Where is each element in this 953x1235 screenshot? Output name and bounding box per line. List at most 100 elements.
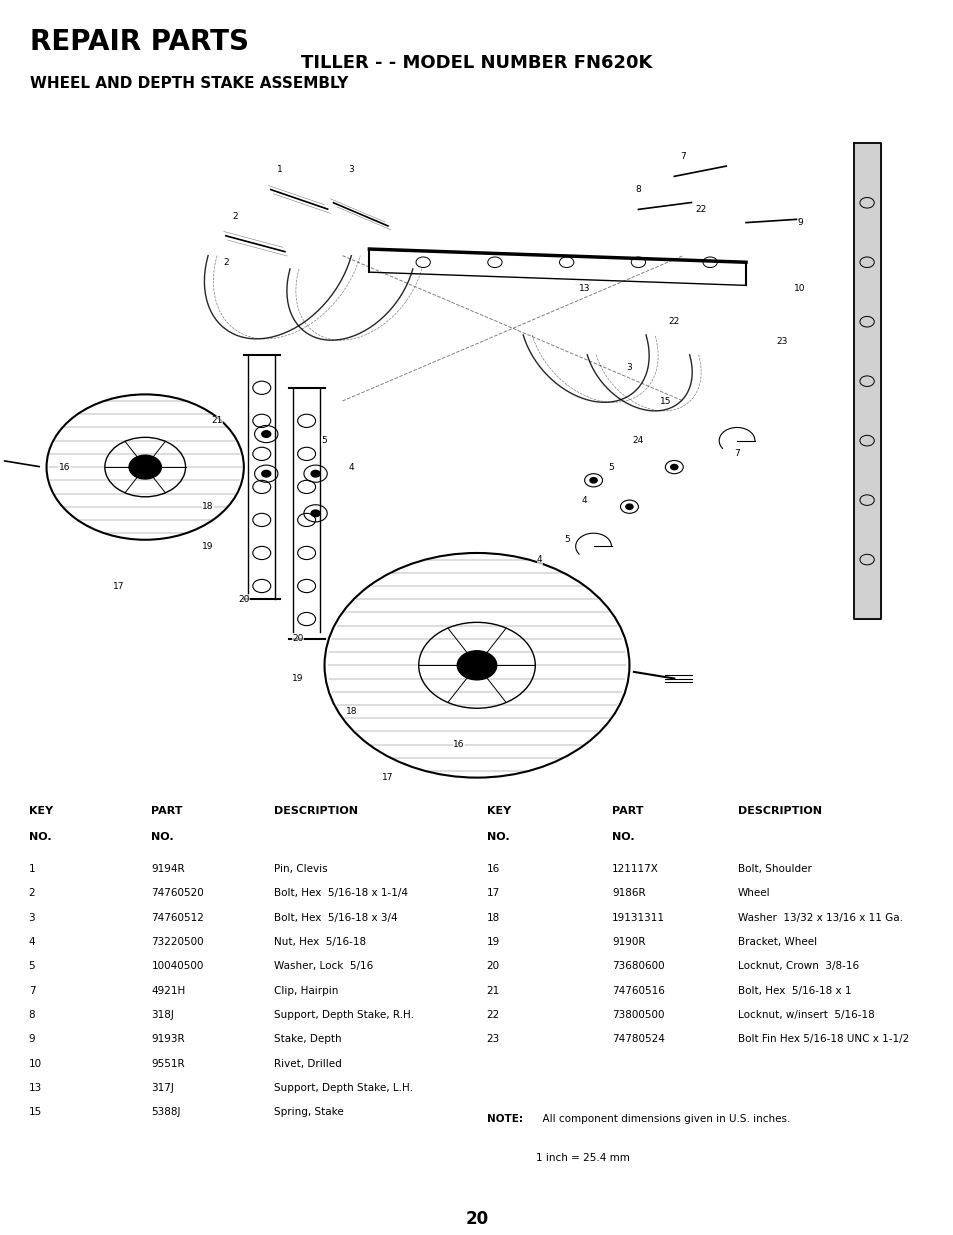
Polygon shape bbox=[853, 143, 880, 619]
Text: Bolt, Hex  5/16-18 x 1: Bolt, Hex 5/16-18 x 1 bbox=[737, 986, 850, 995]
Text: 20: 20 bbox=[465, 1210, 488, 1228]
Text: Spring, Stake: Spring, Stake bbox=[274, 1107, 344, 1118]
Text: 7: 7 bbox=[29, 986, 35, 995]
Text: 22: 22 bbox=[668, 317, 679, 326]
Text: WHEEL AND DEPTH STAKE ASSEMBLY: WHEEL AND DEPTH STAKE ASSEMBLY bbox=[30, 77, 348, 91]
Text: 23: 23 bbox=[776, 337, 787, 346]
Text: 15: 15 bbox=[659, 396, 670, 405]
Text: Nut, Hex  5/16-18: Nut, Hex 5/16-18 bbox=[274, 937, 366, 947]
Text: Bolt Fin Hex 5/16-18 UNC x 1-1/2: Bolt Fin Hex 5/16-18 UNC x 1-1/2 bbox=[737, 1034, 908, 1045]
Text: 20: 20 bbox=[292, 635, 303, 643]
Text: NO.: NO. bbox=[486, 832, 509, 842]
Text: NOTE:: NOTE: bbox=[486, 1114, 522, 1124]
Text: 17: 17 bbox=[381, 773, 393, 782]
Text: 9190R: 9190R bbox=[612, 937, 645, 947]
Text: 4: 4 bbox=[29, 937, 35, 947]
Text: 18: 18 bbox=[486, 913, 499, 923]
Text: 121117X: 121117X bbox=[612, 864, 659, 874]
Text: 21: 21 bbox=[211, 416, 222, 425]
Text: 4: 4 bbox=[581, 495, 587, 505]
Text: Support, Depth Stake, L.H.: Support, Depth Stake, L.H. bbox=[274, 1083, 413, 1093]
Text: 74760520: 74760520 bbox=[152, 888, 204, 898]
Text: Wheel: Wheel bbox=[737, 888, 769, 898]
Text: 73220500: 73220500 bbox=[152, 937, 204, 947]
Text: 15: 15 bbox=[29, 1107, 42, 1118]
Text: 21: 21 bbox=[486, 986, 499, 995]
Text: 7: 7 bbox=[734, 450, 740, 458]
Circle shape bbox=[625, 504, 633, 509]
Text: 19131311: 19131311 bbox=[612, 913, 664, 923]
Text: 13: 13 bbox=[578, 284, 590, 293]
Text: Bolt, Hex  5/16-18 x 3/4: Bolt, Hex 5/16-18 x 3/4 bbox=[274, 913, 397, 923]
Text: NO.: NO. bbox=[152, 832, 174, 842]
Text: 317J: 317J bbox=[152, 1083, 174, 1093]
Text: 16: 16 bbox=[453, 740, 464, 750]
Text: 74760512: 74760512 bbox=[152, 913, 204, 923]
Text: 20: 20 bbox=[486, 961, 499, 971]
Text: 3: 3 bbox=[348, 165, 354, 174]
Text: 3: 3 bbox=[626, 363, 632, 373]
Text: 17: 17 bbox=[112, 582, 124, 590]
Text: 19: 19 bbox=[202, 542, 213, 551]
Text: 22: 22 bbox=[695, 205, 706, 214]
Text: NO.: NO. bbox=[29, 832, 51, 842]
Text: 17: 17 bbox=[486, 888, 499, 898]
Text: 5: 5 bbox=[608, 463, 614, 472]
Text: 3: 3 bbox=[29, 913, 35, 923]
Text: 7: 7 bbox=[679, 152, 685, 161]
Text: 19: 19 bbox=[292, 674, 303, 683]
Text: Locknut, Crown  3/8-16: Locknut, Crown 3/8-16 bbox=[737, 961, 858, 971]
Circle shape bbox=[670, 464, 678, 469]
Text: Washer, Lock  5/16: Washer, Lock 5/16 bbox=[274, 961, 374, 971]
Text: 9194R: 9194R bbox=[152, 864, 185, 874]
Text: DESCRIPTION: DESCRIPTION bbox=[737, 806, 821, 816]
Text: 5: 5 bbox=[563, 535, 569, 545]
Text: 9186R: 9186R bbox=[612, 888, 645, 898]
Text: 18: 18 bbox=[202, 503, 213, 511]
Text: 18: 18 bbox=[345, 708, 356, 716]
Text: Bolt, Hex  5/16-18 x 1-1/4: Bolt, Hex 5/16-18 x 1-1/4 bbox=[274, 888, 408, 898]
Text: 24: 24 bbox=[632, 436, 643, 445]
Text: 4921H: 4921H bbox=[152, 986, 186, 995]
Text: 23: 23 bbox=[486, 1034, 499, 1045]
Text: 73680600: 73680600 bbox=[612, 961, 664, 971]
Text: 9: 9 bbox=[29, 1034, 35, 1045]
Text: REPAIR PARTS: REPAIR PARTS bbox=[30, 28, 249, 56]
Text: 8: 8 bbox=[635, 185, 640, 194]
Text: Pin, Clevis: Pin, Clevis bbox=[274, 864, 328, 874]
Text: 16: 16 bbox=[59, 463, 71, 472]
Text: 20: 20 bbox=[238, 595, 250, 604]
Text: Bracket, Wheel: Bracket, Wheel bbox=[737, 937, 816, 947]
Text: Support, Depth Stake, R.H.: Support, Depth Stake, R.H. bbox=[274, 1010, 414, 1020]
Text: Washer  13/32 x 13/16 x 11 Ga.: Washer 13/32 x 13/16 x 11 Ga. bbox=[737, 913, 902, 923]
Text: Stake, Depth: Stake, Depth bbox=[274, 1034, 341, 1045]
Text: 9: 9 bbox=[796, 219, 801, 227]
Text: Rivet, Drilled: Rivet, Drilled bbox=[274, 1058, 342, 1068]
Circle shape bbox=[311, 510, 319, 516]
Text: 10040500: 10040500 bbox=[152, 961, 204, 971]
Text: 4: 4 bbox=[348, 463, 354, 472]
Circle shape bbox=[261, 471, 271, 477]
Text: DESCRIPTION: DESCRIPTION bbox=[274, 806, 358, 816]
Text: 318J: 318J bbox=[152, 1010, 174, 1020]
Text: 9551R: 9551R bbox=[152, 1058, 185, 1068]
Text: KEY: KEY bbox=[486, 806, 510, 816]
Text: 1 inch = 25.4 mm: 1 inch = 25.4 mm bbox=[536, 1153, 629, 1163]
Text: Locknut, w/insert  5/16-18: Locknut, w/insert 5/16-18 bbox=[737, 1010, 874, 1020]
Text: 13: 13 bbox=[29, 1083, 42, 1093]
Text: PART: PART bbox=[612, 806, 643, 816]
Text: Bolt, Shoulder: Bolt, Shoulder bbox=[737, 864, 811, 874]
Text: 8: 8 bbox=[29, 1010, 35, 1020]
Text: 5388J: 5388J bbox=[152, 1107, 181, 1118]
Text: 9193R: 9193R bbox=[152, 1034, 185, 1045]
Text: TILLER - - MODEL NUMBER FN620K: TILLER - - MODEL NUMBER FN620K bbox=[301, 54, 652, 72]
Text: 2: 2 bbox=[232, 211, 237, 221]
Circle shape bbox=[589, 478, 597, 483]
Text: 2: 2 bbox=[29, 888, 35, 898]
Circle shape bbox=[261, 431, 271, 437]
Text: 19: 19 bbox=[486, 937, 499, 947]
Text: 2: 2 bbox=[223, 258, 229, 267]
Text: 74780524: 74780524 bbox=[612, 1034, 664, 1045]
Text: 10: 10 bbox=[793, 284, 804, 293]
Circle shape bbox=[456, 651, 497, 679]
